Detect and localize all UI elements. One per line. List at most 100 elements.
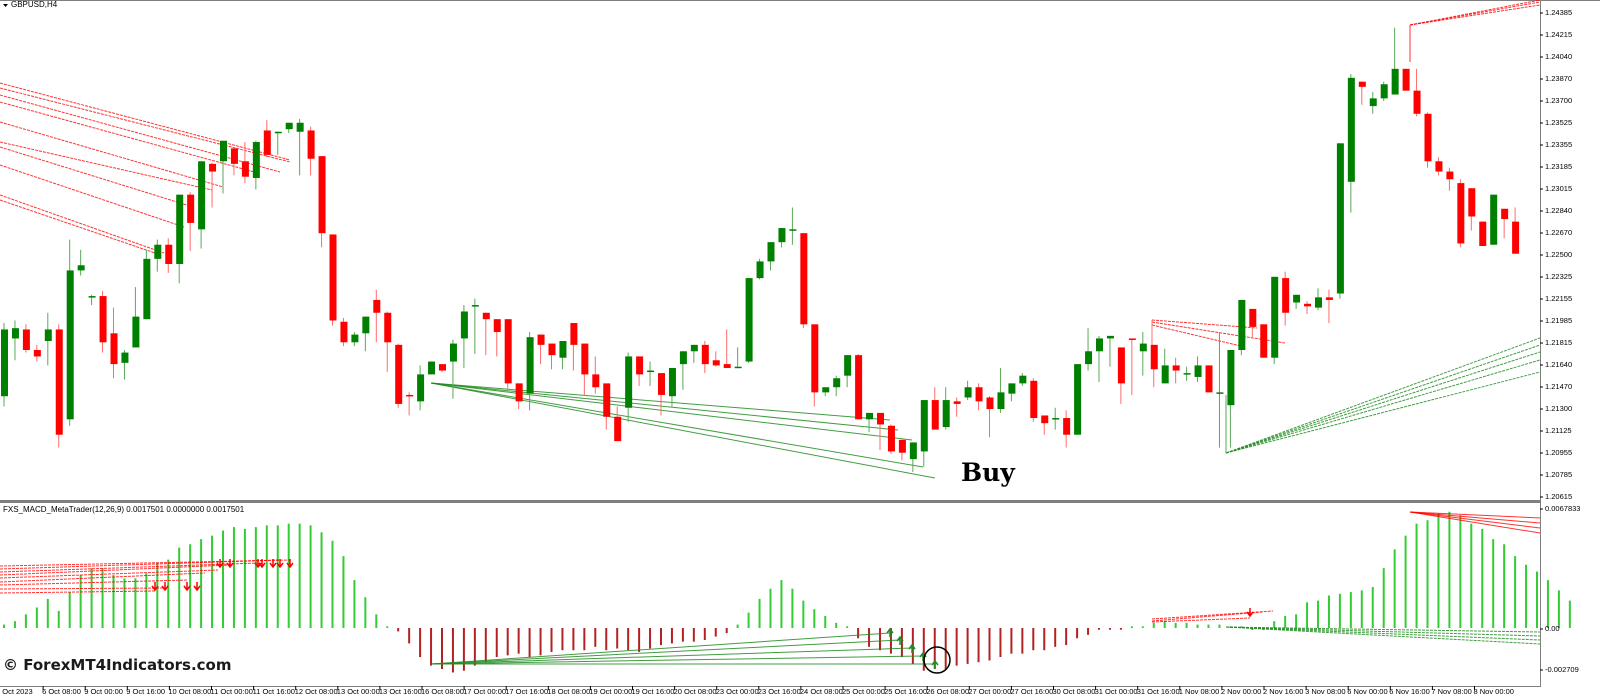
candle [1336,143,1344,294]
candle [274,131,282,134]
candle [1446,171,1454,180]
candle [417,374,425,402]
candle [1282,278,1290,313]
candle [1468,188,1476,217]
time-tick-label: 31 Oct 16:00 [1136,687,1180,696]
candle [1380,84,1388,99]
candle [636,356,644,375]
time-tick-label: 23 Oct 00:00 [715,687,759,696]
candle [373,299,381,313]
macd-tick-label: -0.002709 [1545,665,1579,674]
candle [1402,68,1410,91]
candle [789,229,797,231]
candle [1293,294,1301,303]
candle [1435,161,1443,172]
candle [1249,308,1257,327]
candle [165,244,173,264]
sell-arrow-icon [161,582,169,592]
buy-arrow-icon [896,635,904,645]
candle [647,370,655,373]
candle [1074,364,1082,435]
time-tick-label: 26 Oct 08:00 [926,687,970,696]
price-tick-label: 1.22670 [1545,228,1573,237]
candle [1063,418,1071,435]
candle [318,156,326,234]
time-tick-label: 11 Oct 00:00 [210,687,253,696]
candle [942,400,950,428]
price-tick-label: 1.21815 [1545,338,1573,347]
candle [428,361,436,375]
candle [931,400,939,430]
candle [198,161,206,230]
candle [920,400,928,452]
candle [66,270,74,420]
candle [887,425,895,452]
candle [187,194,195,223]
candle [121,352,129,363]
price-tick-label: 1.24040 [1545,52,1573,61]
time-tick-label: 13 Oct 00:00 [336,687,380,696]
candle [340,321,348,343]
macd-tick-label: 0.00 [1545,624,1560,633]
candle [559,341,567,358]
time-tick-label: 6 Oct 08:00 [42,687,81,696]
buy-arrow-icon [886,627,894,637]
candle [132,316,140,348]
candle [570,323,578,345]
candle [230,148,238,164]
candle [1347,77,1355,182]
sell-arrow-icon [183,582,191,592]
candle [1271,276,1279,358]
candle [986,397,994,410]
candle [668,367,676,397]
time-tick-label: 1 Nov 08:00 [1178,687,1220,696]
candle [439,364,446,371]
sell-arrow-icon [226,559,234,569]
divergence-lines-macd [0,511,1541,665]
candle [844,355,852,376]
buy-signal-circle-icon [923,646,951,674]
candle [252,142,260,178]
candle [778,228,786,243]
sell-arrow-icon [276,559,284,569]
candle [1085,351,1093,365]
symbol-dropdown-icon[interactable] [3,4,8,7]
candle [712,360,720,366]
candle [1052,418,1060,420]
time-tick-label: 17 Oct 16:00 [505,687,549,696]
price-tick-label: 1.22155 [1545,294,1573,303]
pane-separator[interactable] [0,500,1541,503]
candle [1391,68,1399,95]
candle [1183,373,1191,375]
candle [1369,98,1377,107]
buy-arrow-icon [908,643,916,653]
candle [548,343,556,356]
time-tick-label: 12 Oct 08:00 [294,687,338,696]
candle [296,122,304,132]
candle [406,394,414,397]
divergence-lines-price [0,0,1541,479]
candle [307,130,315,159]
symbol-timeframe-title[interactable]: GBPUSD,H4 [11,0,58,9]
candle [1161,365,1169,384]
candle [964,387,972,398]
candle [77,265,85,271]
candle [679,351,687,365]
price-tick-label: 1.22325 [1545,272,1573,281]
candle [997,392,1005,410]
candle [1490,194,1498,245]
candle [220,140,227,162]
macd-histogram [3,511,1571,673]
candle [866,412,874,420]
time-tick-label: 31 Oct 00:00 [1094,687,1138,696]
candle [1501,208,1509,220]
candle [877,412,884,425]
candle [99,296,107,343]
time-tick-label: 23 Oct 16:00 [757,687,801,696]
candle [241,161,249,177]
time-tick-label: 30 Oct 08:00 [1052,687,1096,696]
time-tick-label: 27 Oct 00:00 [968,687,1012,696]
candle [1358,81,1366,87]
